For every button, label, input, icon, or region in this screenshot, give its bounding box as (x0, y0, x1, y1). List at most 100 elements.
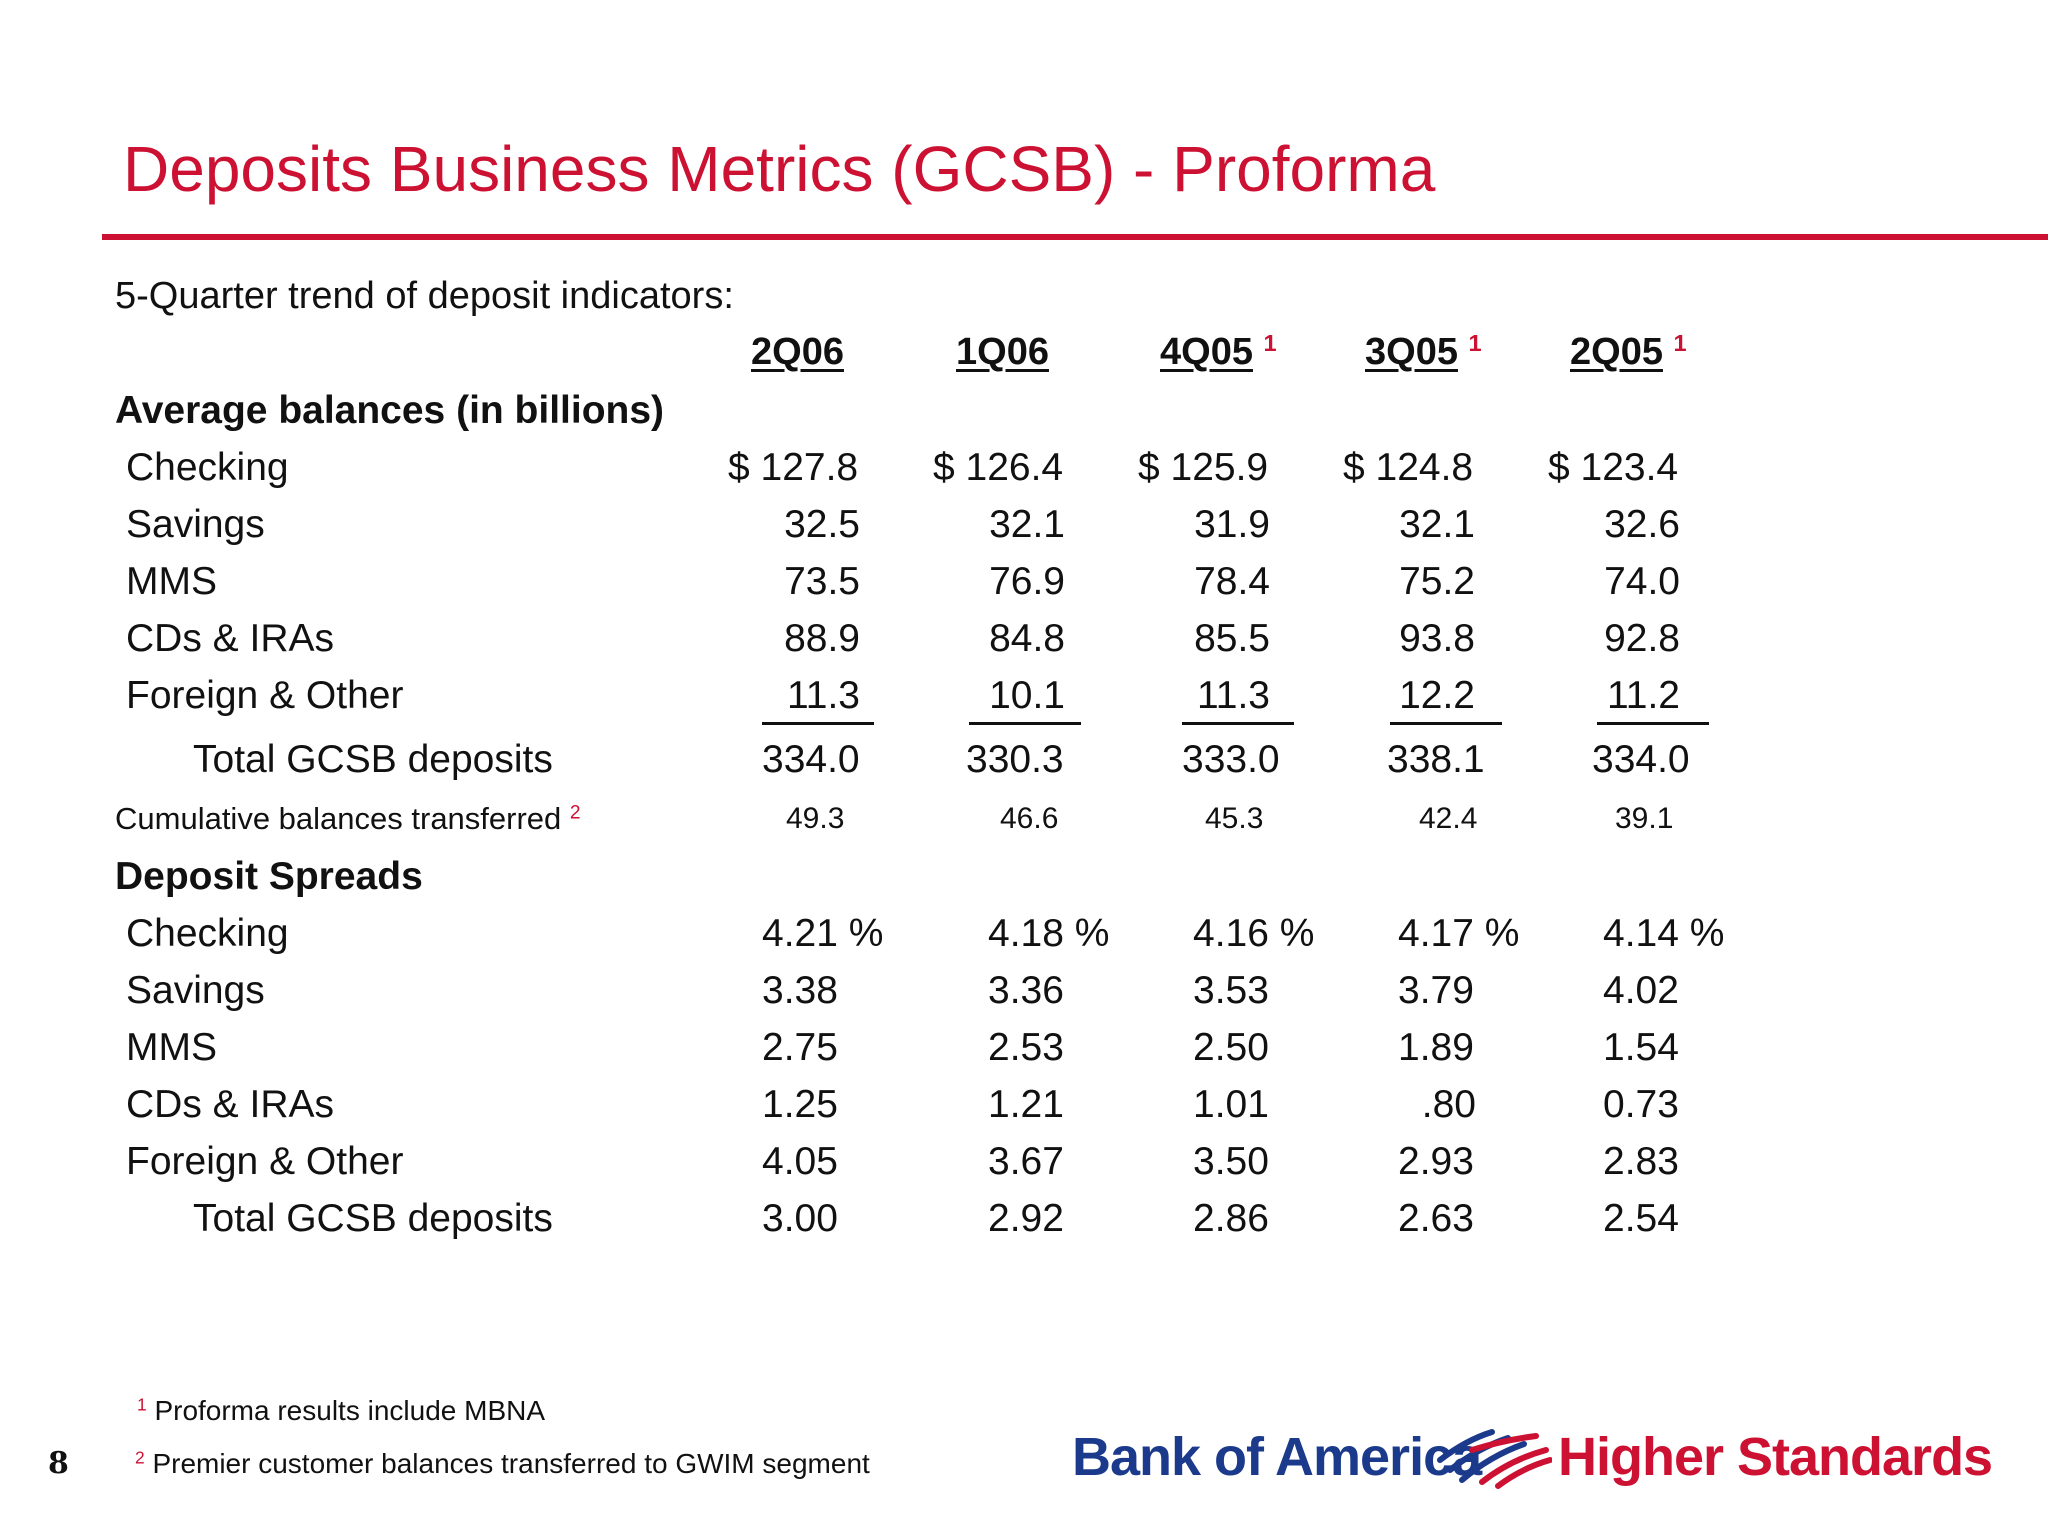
table-cell: 32.1 (1399, 503, 1475, 546)
page-title: Deposits Business Metrics (GCSB) - Profo… (123, 133, 1436, 205)
table-cell: 3.38 (762, 969, 838, 1012)
table-cell: $ 127.8 (728, 446, 859, 489)
table-cell: 2.93 (1398, 1140, 1474, 1183)
table-cell: 75.2 (1399, 560, 1475, 603)
row-label: MMS (126, 1026, 217, 1069)
column-header-2q06: 2Q06 (751, 331, 844, 373)
table-cell: 74.0 (1604, 560, 1680, 603)
table-cell: .80 (1421, 1083, 1476, 1126)
table-cell: 2.50 (1193, 1026, 1269, 1069)
row-label: CDs & IRAs (126, 617, 335, 660)
footnote-ref: 1 (1673, 330, 1687, 357)
table-cell: 330.3 (966, 738, 1064, 781)
footnote-ref: 1 (1468, 330, 1482, 357)
table-cell: 3.00 (762, 1197, 838, 1240)
table-cell: 11.3 (786, 674, 860, 717)
page-number: 8 (48, 1446, 69, 1481)
table-cell: 2.86 (1193, 1197, 1269, 1240)
subtotal-underline (1597, 722, 1709, 725)
row-label: Savings (126, 503, 265, 546)
table-cell: 1.25 (762, 1083, 838, 1126)
table-cell: 93.8 (1399, 617, 1475, 660)
footnote-1: 1 Proforma results include MBNA (137, 1394, 546, 1426)
row-label: Checking (126, 446, 289, 489)
subtitle: 5-Quarter trend of deposit indicators: (115, 275, 734, 317)
table-cell: 76.9 (989, 560, 1065, 603)
table-cell: 73.5 (784, 560, 860, 603)
row-label: CDs & IRAs (126, 1083, 335, 1126)
table-cell: 4.17 % (1398, 912, 1520, 955)
table-cell: 4.14 % (1603, 912, 1725, 955)
column-header-1q06: 1Q06 (956, 331, 1049, 373)
table-cell: 32.1 (989, 503, 1065, 546)
bank-of-america-logo: Bank of America Higher Standards (1072, 1420, 1993, 1490)
table-cell: 46.6 (1000, 802, 1059, 835)
table-cell: 2.75 (762, 1026, 838, 1069)
table-cell: 2.63 (1398, 1197, 1474, 1240)
table-cell: 1.01 (1193, 1083, 1269, 1126)
table-cell: 1.54 (1603, 1026, 1679, 1069)
subtotal-underline (1182, 722, 1294, 725)
table-cell: 4.05 (762, 1140, 838, 1183)
table-cell: 32.6 (1604, 503, 1680, 546)
row-label: Foreign & Other (126, 674, 404, 717)
table-cell: 78.4 (1194, 560, 1270, 603)
table-cell: 88.9 (784, 617, 860, 660)
row-label: Foreign & Other (126, 1140, 404, 1183)
table-cell: 334.0 (1592, 738, 1690, 781)
table-cell: 4.16 % (1193, 912, 1315, 955)
table-cell: 2.92 (988, 1197, 1064, 1240)
table-cell: 11.2 (1606, 674, 1680, 717)
footnote-ref: 1 (1263, 330, 1277, 357)
section-heading-spreads: Deposit Spreads (115, 855, 423, 898)
footnote-2: 2 Premier customer balances transferred … (135, 1447, 870, 1479)
table-cell: 0.73 (1603, 1083, 1679, 1126)
table-cell: $ 126.4 (933, 446, 1064, 489)
total-row-label: Total GCSB deposits (193, 738, 553, 781)
column-header-2q05: 2Q05 1 (1570, 330, 1687, 373)
table-cell: 333.0 (1182, 738, 1280, 781)
row-label-cumulative: Cumulative balances transferred 2 (115, 801, 581, 836)
section-heading-balances: Average balances (in billions) (115, 389, 665, 432)
row-label: Savings (126, 969, 265, 1012)
table-cell: 12.2 (1399, 674, 1475, 717)
flag-icon (1437, 1429, 1552, 1489)
table-cell: 2.54 (1603, 1197, 1679, 1240)
table-cell: 85.5 (1194, 617, 1270, 660)
table-cell: 3.36 (988, 969, 1064, 1012)
logo-tagline: Higher Standards (1558, 1427, 1993, 1487)
table-cell: $ 124.8 (1343, 446, 1474, 489)
table-cell: 2.53 (988, 1026, 1064, 1069)
table-cell: 4.18 % (988, 912, 1110, 955)
column-header-3q05: 3Q05 1 (1365, 330, 1482, 373)
table-cell: 45.3 (1205, 802, 1264, 835)
table-cell: $ 123.4 (1548, 446, 1679, 489)
table-cell: 1.21 (988, 1083, 1064, 1126)
table-cell: 338.1 (1387, 738, 1485, 781)
table-cell: 4.02 (1603, 969, 1679, 1012)
table-cell: 42.4 (1419, 802, 1478, 835)
table-cell: 32.5 (784, 503, 860, 546)
row-label: Checking (126, 912, 289, 955)
footnote-ref: 2 (569, 802, 581, 824)
table-cell: 84.8 (989, 617, 1065, 660)
table-cell: 49.3 (786, 802, 845, 835)
table-cell: 1.89 (1398, 1026, 1474, 1069)
row-label: MMS (126, 560, 217, 603)
table-cell: 3.50 (1193, 1140, 1269, 1183)
column-header-4q05: 4Q05 1 (1160, 330, 1277, 373)
table-cell: 11.3 (1196, 674, 1270, 717)
table-cell: 3.79 (1398, 969, 1474, 1012)
logo-bank-text: Bank of America (1072, 1427, 1482, 1487)
table-cell: 334.0 (762, 738, 860, 781)
table-cell: 10.1 (989, 674, 1065, 717)
table-cell: 92.8 (1604, 617, 1680, 660)
table-cell: $ 125.9 (1138, 446, 1269, 489)
subtotal-underline (1390, 722, 1502, 725)
table-cell: 4.21 % (762, 912, 884, 955)
title-divider (102, 234, 2048, 240)
table-cell: 3.53 (1193, 969, 1269, 1012)
table-cell: 39.1 (1615, 802, 1674, 835)
total-row-label: Total GCSB deposits (193, 1197, 553, 1240)
table-cell: 31.9 (1194, 503, 1270, 546)
